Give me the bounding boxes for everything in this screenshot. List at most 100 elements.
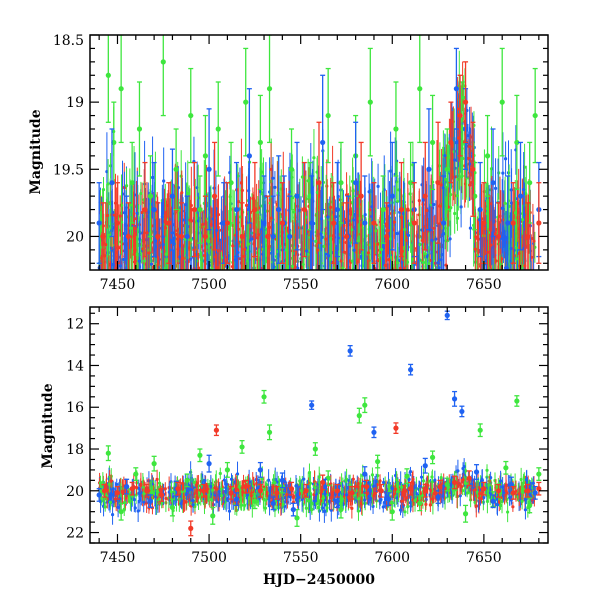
- top-xtick-label: 7650: [466, 277, 502, 293]
- top-blue-point: [184, 234, 189, 239]
- top-dense-point: [139, 192, 142, 195]
- top-dense-point: [215, 229, 218, 232]
- top-dense-point: [522, 287, 525, 290]
- top-dense-point: [216, 311, 219, 314]
- bottom-dense-point: [228, 510, 231, 513]
- top-dense-point: [322, 245, 325, 248]
- top-dense-point: [504, 157, 507, 160]
- top-dense-point: [326, 215, 329, 218]
- top-dense-point: [173, 281, 176, 284]
- top-blue-point: [294, 194, 299, 199]
- top-dense-point: [207, 271, 210, 274]
- top-green-point: [381, 207, 386, 212]
- top-dense-point: [328, 285, 331, 288]
- top-dense-point: [500, 257, 503, 260]
- top-dense-point: [512, 283, 515, 286]
- top-dense-point: [160, 271, 163, 274]
- top-red-point: [481, 220, 486, 225]
- top-green-point: [417, 86, 422, 91]
- top-dense-point: [259, 283, 262, 286]
- top-dense-point: [455, 194, 458, 197]
- top-dense-point: [180, 175, 183, 178]
- top-dense-point: [515, 257, 518, 260]
- top-red-point: [448, 140, 453, 145]
- top-blue-point: [490, 180, 495, 185]
- top-dense-point: [271, 271, 274, 274]
- top-dense-point: [416, 276, 419, 279]
- top-green-point: [188, 113, 193, 118]
- top-dense-point: [489, 244, 492, 247]
- top-dense-point: [294, 265, 297, 268]
- top-red-point: [192, 207, 197, 212]
- top-blue-point: [426, 167, 431, 172]
- top-blue-point: [261, 220, 266, 225]
- top-dense-point: [337, 295, 340, 298]
- top-xtick-label: 7600: [374, 277, 410, 293]
- top-dense-point: [276, 274, 279, 277]
- top-dense-point: [102, 188, 105, 191]
- top-dense-point: [232, 277, 235, 280]
- top-dense-point: [489, 299, 492, 302]
- top-red-point: [331, 220, 336, 225]
- top-red-point: [126, 234, 131, 239]
- top-dense-point: [367, 276, 370, 279]
- top-dense-point: [141, 296, 144, 299]
- top-dense-point: [486, 212, 489, 215]
- top-dense-point: [366, 276, 369, 279]
- top-blue-point: [276, 207, 281, 212]
- top-dense-point: [424, 252, 427, 255]
- top-dense-point: [119, 264, 122, 267]
- top-red-point: [239, 234, 244, 239]
- top-dense-point: [529, 278, 532, 281]
- top-dense-point: [136, 270, 139, 273]
- top-green-point: [258, 140, 263, 145]
- top-green-point: [148, 194, 153, 199]
- top-dense-point: [131, 322, 134, 325]
- top-dense-point: [104, 243, 107, 246]
- top-red-point: [316, 180, 321, 185]
- top-dense-point: [340, 259, 343, 262]
- top-red-point: [179, 234, 184, 239]
- top-dense-point: [302, 272, 305, 275]
- top-dense-point: [205, 333, 208, 336]
- top-dense-point: [327, 254, 330, 257]
- top-dense-point: [250, 237, 253, 240]
- top-dense-point: [235, 288, 238, 291]
- top-dense-point: [105, 321, 108, 324]
- top-dense-point: [418, 274, 421, 277]
- top-red-point: [536, 220, 541, 225]
- top-dense-point: [501, 238, 504, 241]
- top-dense-point: [497, 273, 500, 276]
- top-dense-point: [491, 293, 494, 296]
- top-dense-point: [253, 296, 256, 299]
- top-dense-point: [332, 280, 335, 283]
- top-dense-point: [491, 302, 494, 305]
- top-dense-point: [247, 271, 250, 274]
- top-dense-point: [336, 271, 339, 274]
- top-dense-point: [235, 272, 238, 275]
- top-dense-point: [505, 276, 508, 279]
- top-dense-point: [357, 239, 360, 242]
- top-dense-point: [528, 280, 531, 283]
- top-dense-point: [395, 232, 398, 235]
- top-dense-point: [369, 318, 372, 321]
- top-dense-point: [271, 284, 274, 287]
- top-dense-point: [514, 211, 517, 214]
- top-red-point: [423, 194, 428, 199]
- top-dense-point: [130, 302, 133, 305]
- top-dense-point: [366, 281, 369, 284]
- top-dense-point: [125, 184, 128, 187]
- top-dense-point: [499, 293, 502, 296]
- top-green-point: [338, 180, 343, 185]
- top-green-point: [137, 126, 142, 131]
- top-dense-point: [428, 262, 431, 265]
- top-red-point: [142, 207, 147, 212]
- top-dense-point: [101, 273, 104, 276]
- top-dense-point: [436, 284, 439, 287]
- top-red-point: [203, 234, 208, 239]
- top-green-point: [130, 180, 135, 185]
